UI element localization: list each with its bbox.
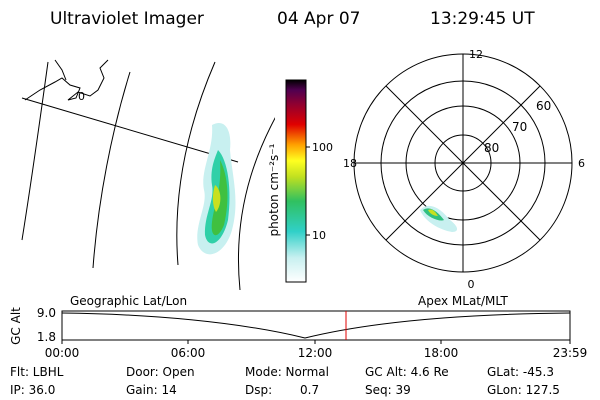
map: [21, 59, 275, 290]
timeline-title: Geographic Lat/Lon: [70, 294, 187, 308]
polar-plot: [353, 53, 573, 273]
timeline-axis-label: GC Alt: [9, 307, 23, 345]
timeline-xtick-label: 18:00: [424, 346, 459, 360]
info: Seq: 39: [365, 383, 411, 397]
info: Dsp:: [245, 383, 272, 397]
clock-label: 0: [468, 278, 475, 291]
lat-label: 60: [536, 99, 551, 113]
info: GC Alt: 4.6 Re: [365, 365, 449, 379]
title: Ultraviolet Imager: [50, 9, 204, 29]
timeline-xtick-label: 00:00: [45, 346, 80, 360]
clock-label: 6: [578, 157, 585, 170]
info: 0.7: [300, 383, 319, 397]
lat-label: 80: [484, 141, 499, 155]
info: Door: Open: [126, 365, 195, 379]
timeline-title: Apex MLat/MLT: [418, 294, 508, 308]
clock-label: 18: [343, 157, 357, 170]
date: 04 Apr 07: [277, 9, 360, 29]
info: Flt: LBHL: [10, 365, 64, 379]
info: IP: 36.0: [10, 383, 55, 397]
info: Gain: 14: [126, 383, 177, 397]
timeline-xticks: [61, 340, 571, 344]
clock-label: 12: [469, 48, 483, 61]
info: GLat: -45.3: [487, 365, 554, 379]
altitude-curve: [61, 312, 571, 339]
aurora: [197, 122, 236, 255]
info: GLon: 127.5: [487, 383, 560, 397]
map-label: 0: [78, 90, 85, 103]
colorbar-title: photon cm⁻²s⁻¹: [267, 143, 281, 236]
timeline-ytick-label: 1.8: [37, 330, 56, 344]
lat-label: 70: [512, 120, 527, 134]
time: 13:29:45 UT: [430, 9, 535, 29]
colorbar-tick-label: 10: [312, 229, 326, 242]
timeline-ytick-label: 9.0: [37, 306, 56, 320]
timeline-xtick-label: 06:00: [171, 346, 206, 360]
timeline-xtick-label: 12:00: [298, 346, 333, 360]
colorbar-tick-label: 100: [312, 141, 333, 154]
timeline-frame: [61, 310, 571, 341]
colorbar: [285, 79, 307, 283]
timeline-xtick-label: 23:59: [553, 346, 588, 360]
info: Mode: Normal: [245, 365, 329, 379]
